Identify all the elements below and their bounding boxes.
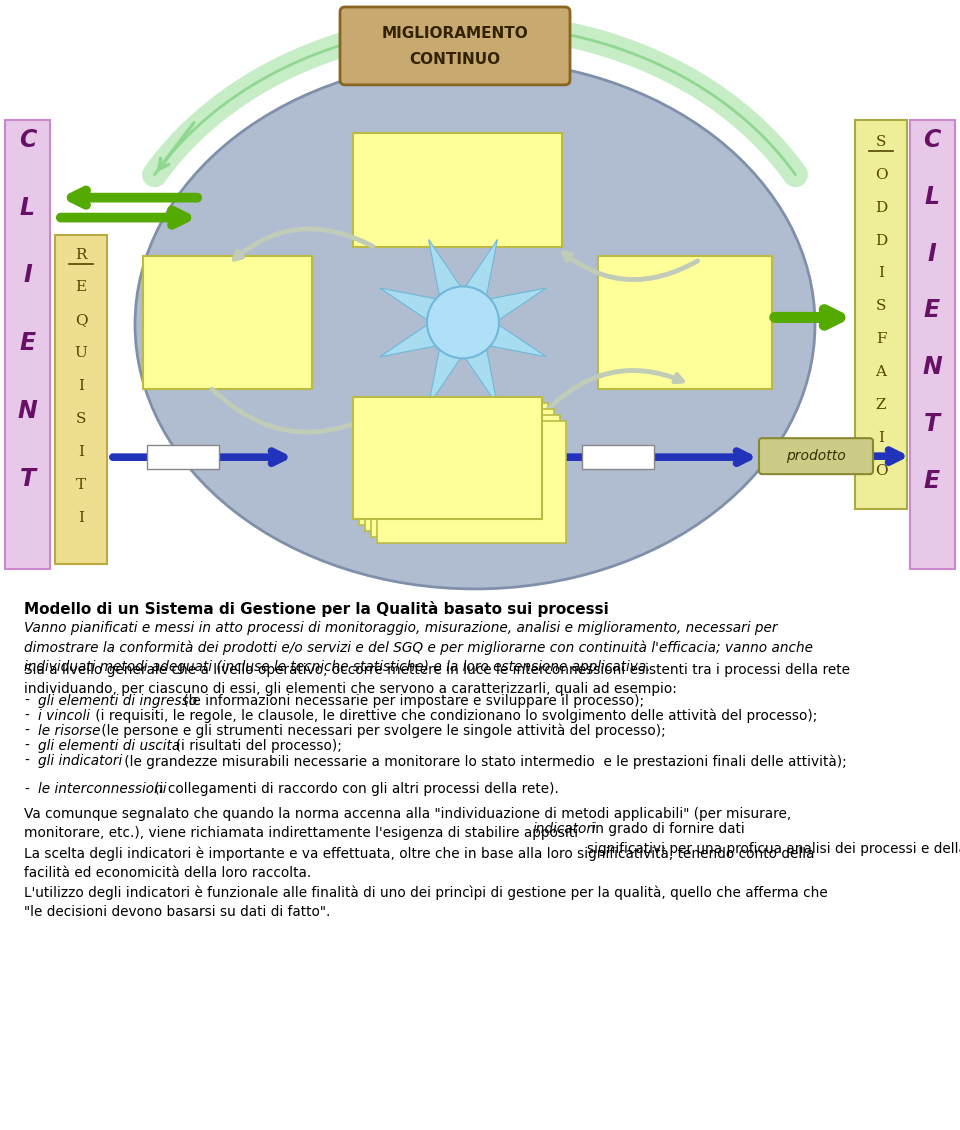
Text: I: I (878, 432, 884, 445)
Ellipse shape (427, 287, 499, 358)
Text: gli elementi di uscita: gli elementi di uscita (38, 739, 180, 753)
Polygon shape (428, 341, 465, 406)
Text: (i collegamenti di raccordo con gli altri processi della rete).: (i collegamenti di raccordo con gli altr… (150, 782, 559, 797)
Text: E: E (76, 280, 86, 295)
Text: U: U (75, 347, 87, 360)
Text: -: - (24, 724, 29, 738)
FancyBboxPatch shape (598, 255, 772, 389)
FancyBboxPatch shape (55, 235, 107, 564)
Text: S: S (76, 412, 86, 426)
Text: T: T (76, 478, 86, 492)
Text: D: D (875, 234, 887, 247)
Text: (le informazioni necessarie per impostare e sviluppare il processo);: (le informazioni necessarie per impostar… (179, 694, 644, 707)
Text: La scelta degli indicatori è importante e va effettuata, oltre che in base alla : La scelta degli indicatori è importante … (24, 846, 828, 919)
Polygon shape (483, 321, 546, 357)
Text: Modello di un Sistema di Gestione per la Qualità basato sui processi: Modello di un Sistema di Gestione per la… (24, 601, 609, 617)
Text: S: S (876, 299, 886, 313)
Text: I: I (78, 445, 84, 459)
Text: Vanno pianificati e messi in atto processi di monitoraggio, misurazione, analisi: Vanno pianificati e messi in atto proces… (24, 622, 813, 673)
Text: Va comunque segnalato che quando la norma accenna alla "individuazione di metodi: Va comunque segnalato che quando la norm… (24, 807, 791, 840)
Text: in grado di fornire dati
significativi per una proficua analisi dei processi e d: in grado di fornire dati significativi p… (588, 823, 960, 855)
Text: CONTINUO: CONTINUO (409, 52, 500, 68)
Text: R: R (75, 247, 86, 261)
Text: -: - (24, 694, 29, 707)
Text: T: T (924, 412, 940, 436)
Text: MIGLIORAMENTO: MIGLIORAMENTO (382, 26, 528, 42)
Text: -: - (24, 782, 29, 797)
Text: le interconnessioni: le interconnessioni (38, 782, 167, 797)
Text: N: N (17, 399, 37, 424)
Polygon shape (461, 240, 497, 303)
FancyBboxPatch shape (582, 445, 654, 469)
Polygon shape (483, 288, 546, 324)
FancyBboxPatch shape (855, 120, 907, 508)
Ellipse shape (135, 60, 815, 589)
Text: L: L (924, 184, 940, 209)
Text: N: N (923, 355, 942, 380)
Text: I: I (23, 263, 32, 287)
Polygon shape (428, 240, 465, 303)
Polygon shape (380, 321, 444, 357)
FancyBboxPatch shape (759, 438, 873, 475)
Text: (i risultati del processo);: (i risultati del processo); (167, 739, 342, 753)
FancyBboxPatch shape (365, 409, 554, 531)
Text: L: L (20, 195, 35, 219)
FancyBboxPatch shape (340, 7, 570, 85)
Text: indicatori: indicatori (532, 823, 596, 836)
Text: Sia a livello generale che a livello operativo, occorre mettere in luce le inter: Sia a livello generale che a livello ope… (24, 663, 850, 696)
Text: E: E (924, 469, 940, 493)
FancyBboxPatch shape (371, 415, 560, 537)
Polygon shape (380, 288, 444, 324)
Text: A: A (876, 365, 886, 380)
Text: C: C (19, 128, 36, 151)
FancyBboxPatch shape (353, 398, 542, 519)
Text: -: - (24, 709, 29, 723)
Text: le risorse: le risorse (38, 724, 101, 738)
Text: gli elementi di ingresso: gli elementi di ingresso (38, 694, 198, 707)
Text: T: T (19, 467, 36, 492)
FancyBboxPatch shape (910, 120, 955, 570)
FancyBboxPatch shape (147, 445, 219, 469)
Text: I: I (78, 511, 84, 525)
FancyBboxPatch shape (143, 255, 312, 389)
Text: C: C (924, 128, 941, 151)
Text: O: O (875, 464, 887, 478)
FancyBboxPatch shape (5, 120, 50, 570)
Text: D: D (875, 201, 887, 215)
Text: gli indicatori: gli indicatori (38, 754, 123, 768)
Text: O: O (875, 167, 887, 182)
Text: I: I (927, 242, 936, 266)
FancyBboxPatch shape (377, 421, 566, 544)
Text: -: - (24, 739, 29, 753)
Text: prodotto: prodotto (786, 449, 846, 463)
Text: (le persone e gli strumenti necessari per svolgere le singole attività del proce: (le persone e gli strumenti necessari pe… (97, 724, 665, 738)
Text: (i requisiti, le regole, le clausole, le direttive che condizionano lo svolgimen: (i requisiti, le regole, le clausole, le… (91, 709, 817, 723)
Text: F: F (876, 332, 886, 347)
Text: I: I (78, 380, 84, 393)
Text: Z: Z (876, 398, 886, 412)
FancyBboxPatch shape (359, 403, 548, 525)
Polygon shape (461, 341, 497, 406)
Text: I: I (878, 267, 884, 280)
Text: Q: Q (75, 313, 87, 328)
Text: E: E (924, 298, 940, 322)
Text: S: S (876, 134, 886, 149)
Text: E: E (19, 331, 36, 355)
Text: i vincoli: i vincoli (38, 709, 90, 723)
Text: -: - (24, 754, 29, 768)
FancyBboxPatch shape (353, 132, 562, 246)
Text: (le grandezze misurabili necessarie a monitorare lo stato intermedio  e le prest: (le grandezze misurabili necessarie a mo… (120, 754, 847, 768)
